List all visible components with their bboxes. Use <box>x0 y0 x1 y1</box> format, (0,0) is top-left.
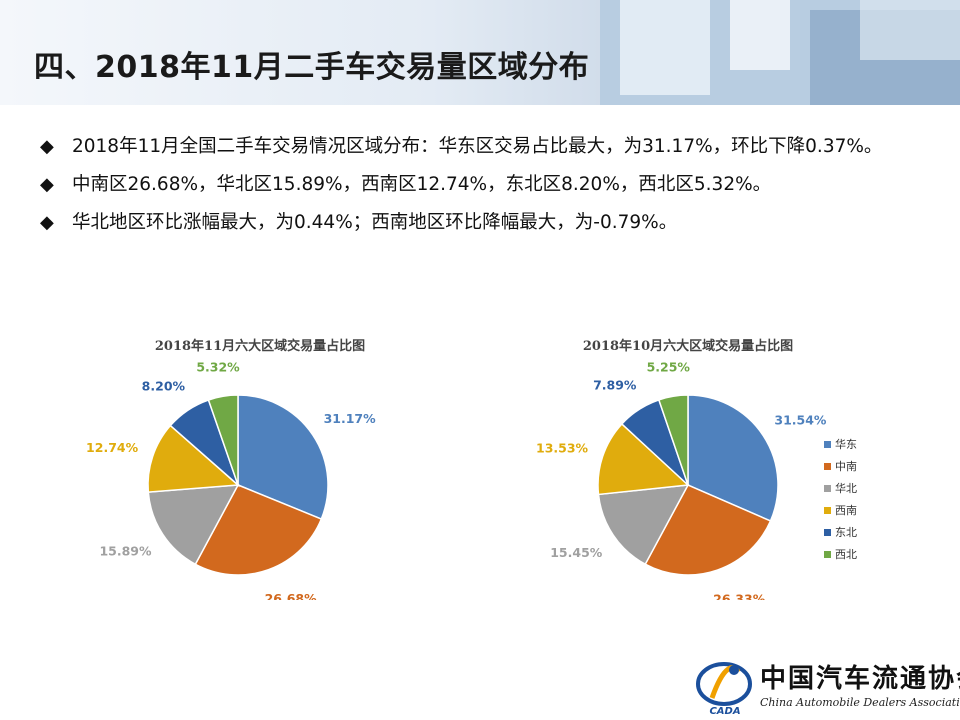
legend-swatch <box>824 463 831 470</box>
legend-swatch <box>824 507 831 514</box>
page-title: 四、2018年11月二手车交易量区域分布 <box>34 50 590 85</box>
header-banner: 四、2018年11月二手车交易量区域分布 <box>0 0 960 105</box>
data-label: 15.45% <box>550 545 603 560</box>
pie-chart-october: 2018年10月六大区域交易量占比图 31.54% 26.33% 15.45% 13.5… <box>488 330 888 600</box>
bullet-text: 2018年11月全国二手车交易情况区域分布：华东区交易占比最大，为31.17%，… <box>72 136 883 157</box>
svg-text:CADA: CADA <box>709 706 740 716</box>
pie-slice-华东 <box>237 394 329 521</box>
legend-swatch <box>824 529 831 536</box>
bullet-item: ◆ 华北地区环比涨幅最大，为0.44%；西南地区环比降幅最大，为-0.79%。 <box>40 204 920 242</box>
data-label: 26.68% <box>265 591 318 600</box>
diamond-bullet-icon: ◆ <box>40 212 54 233</box>
pie-slice-华东 <box>687 394 779 522</box>
legend-label: 华东 <box>835 437 857 451</box>
pie-chart-svg: 2018年11月六大区域交易量占比图 31.17% 26.68% 15.89% 12.7… <box>86 338 377 600</box>
bullet-item: ◆ 2018年11月全国二手车交易情况区域分布：华东区交易占比最大，为31.17… <box>40 128 920 166</box>
chart-title: 2018年10月六大区域交易量占比图 <box>583 338 793 354</box>
data-label: 15.89% <box>99 544 152 559</box>
cada-logo: CADA 中国汽车流通协会 China Automobile Dealers A… <box>694 652 960 718</box>
legend-label: 华北 <box>835 481 857 495</box>
pie-slice-西北 <box>207 394 239 486</box>
pie-chart-november: 2018年11月六大区域交易量占比图 31.17% 26.68% 15.89% 12.7… <box>60 330 460 600</box>
logo-chinese-name: 中国汽车流通协会 <box>760 664 960 694</box>
bullet-text: 中南区26.68%，华北区15.89%，西南区12.74%，东北区8.20%，西… <box>72 174 772 195</box>
pie-slice-华北 <box>147 484 240 566</box>
pie-slice-中南 <box>194 484 323 576</box>
chart-title: 2018年11月六大区域交易量占比图 <box>155 338 365 354</box>
data-label: 26.33% <box>713 591 766 600</box>
pie-slice-西南 <box>147 424 240 493</box>
legend-label: 西南 <box>835 504 857 517</box>
data-label: 31.17% <box>324 411 377 426</box>
pie-chart-svg: 2018年10月六大区域交易量占比图 31.54% 26.33% 15.45% 13.5… <box>536 338 857 600</box>
data-label: 5.25% <box>647 360 691 375</box>
legend-swatch <box>824 551 831 558</box>
data-label: 13.53% <box>536 440 589 455</box>
pie-slice-华北 <box>597 484 690 566</box>
cada-emblem-icon: CADA <box>696 662 752 716</box>
legend-swatch <box>824 441 831 448</box>
logo-english-name: China Automobile Dealers Association <box>760 696 960 709</box>
data-label: 5.32% <box>196 360 240 375</box>
legend-label: 西北 <box>835 548 857 561</box>
header-decoration <box>600 0 960 105</box>
bullet-item: ◆ 中南区26.68%，华北区15.89%，西南区12.74%，东北区8.20%… <box>40 166 920 204</box>
pie-slice-西南 <box>597 422 690 496</box>
data-label: 8.20% <box>142 378 186 393</box>
data-label: 12.74% <box>86 440 139 455</box>
legend-swatch <box>824 485 831 492</box>
data-label: 31.54% <box>774 412 827 427</box>
legend-label: 中南 <box>835 460 857 473</box>
pie-slice-西北 <box>657 394 689 486</box>
data-label: 7.89% <box>593 377 637 392</box>
diamond-bullet-icon: ◆ <box>40 174 54 195</box>
diamond-bullet-icon: ◆ <box>40 136 54 157</box>
bullet-text: 华北地区环比涨幅最大，为0.44%；西南地区环比降幅最大，为-0.79%。 <box>72 212 678 233</box>
bullet-list: ◆ 2018年11月全国二手车交易情况区域分布：华东区交易占比最大，为31.17… <box>40 128 920 242</box>
legend-label: 东北 <box>835 526 857 539</box>
